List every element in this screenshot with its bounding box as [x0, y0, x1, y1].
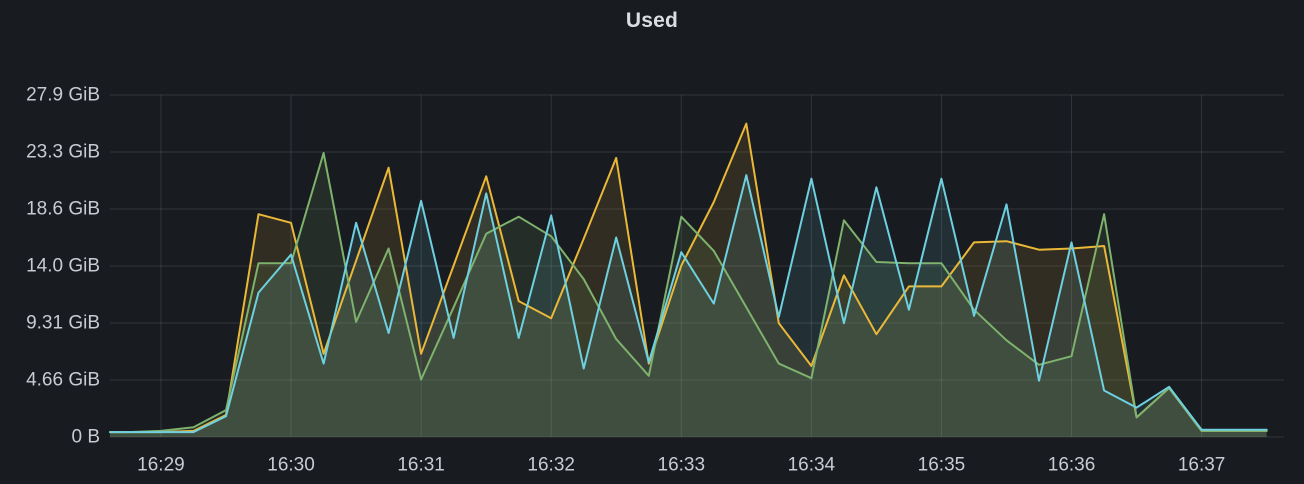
- series-yellow-area: [110, 123, 1267, 437]
- series-areas: [110, 123, 1267, 437]
- x-axis-tick-label: 16:33: [658, 455, 706, 476]
- x-axis-tick-label: 16:29: [137, 455, 185, 476]
- y-axis-tick-label: 0 B: [71, 427, 100, 448]
- y-axis-tick-label: 23.3 GiB: [26, 142, 100, 163]
- series-yellow-line[interactable]: [109, 122, 1268, 434]
- series-lines: [109, 122, 1268, 434]
- series-green-area: [110, 153, 1267, 437]
- x-axis-tick-label: 16:37: [1178, 455, 1226, 476]
- y-axis-tick-label: 18.6 GiB: [26, 199, 100, 220]
- x-axis-tick-label: 16:31: [397, 455, 445, 476]
- series-green-line[interactable]: [109, 152, 1268, 434]
- panel-header: Used: [0, 0, 1304, 42]
- x-axis-tick-label: 16:32: [527, 455, 575, 476]
- series-blue-line[interactable]: [109, 174, 1268, 434]
- y-axis: 27.9 GiB 23.3 GiB 18.6 GiB 14.0 GiB 9.31 GiB…: [26, 85, 100, 448]
- y-axis-tick-label: 9.31 GiB: [26, 313, 100, 334]
- panel-title[interactable]: Used: [625, 9, 679, 32]
- y-axis-tick-label: 4.66 GiB: [26, 369, 100, 390]
- y-axis-tick-label: 14.0 GiB: [26, 256, 100, 277]
- grid: [110, 94, 1284, 438]
- x-axis: 16:29 16:30 16:31 16:32 16:33 16:34 16:35 16:36…: [137, 455, 1225, 476]
- series-blue-area: [110, 175, 1267, 437]
- x-axis-tick-label: 16:35: [918, 455, 966, 476]
- y-axis-tick-label: 27.9 GiB: [26, 85, 100, 106]
- x-axis-tick-label: 16:36: [1048, 455, 1096, 476]
- x-axis-tick-label: 16:30: [267, 455, 315, 476]
- x-axis-tick-label: 16:34: [788, 455, 836, 476]
